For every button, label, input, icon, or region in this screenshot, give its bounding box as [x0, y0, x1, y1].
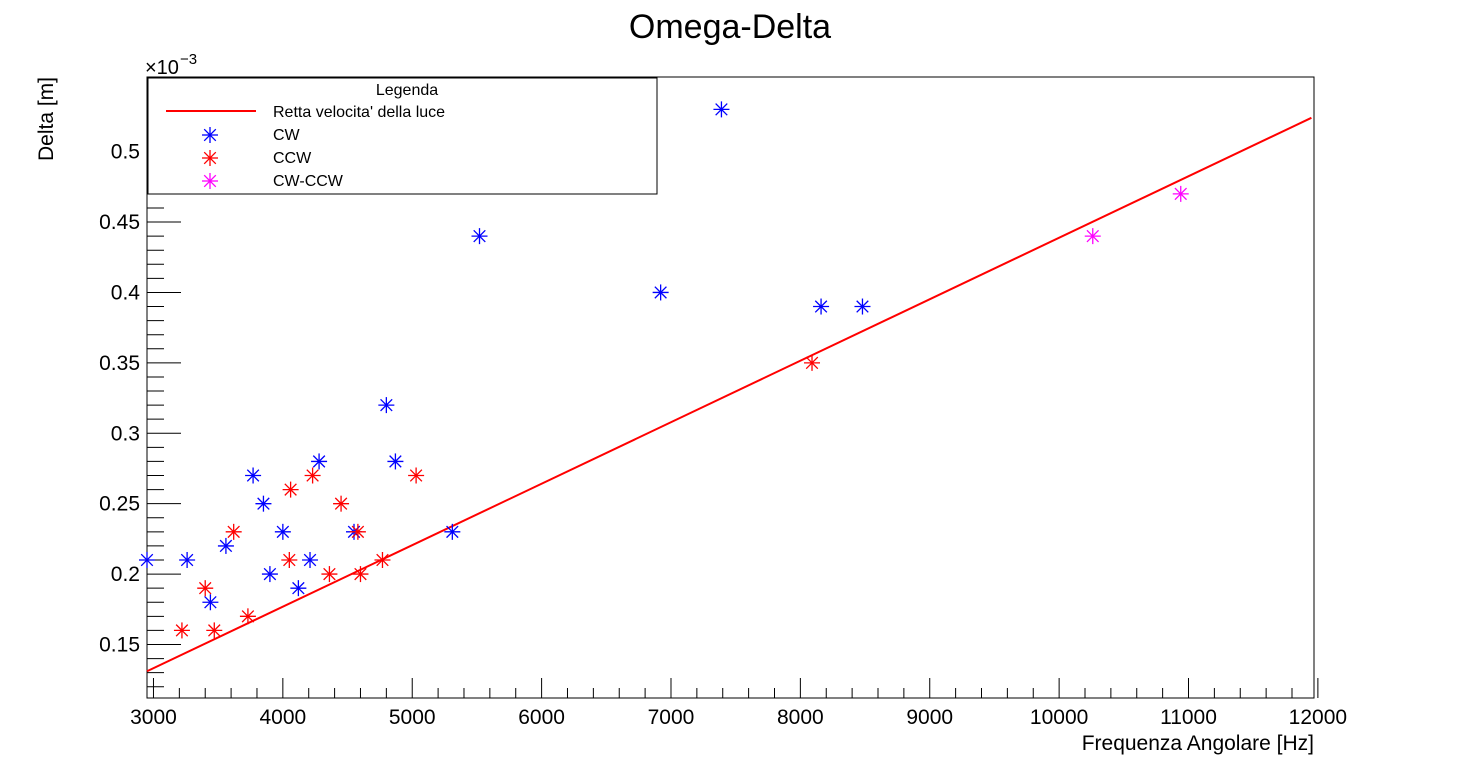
x-tick-label: 10000	[1030, 706, 1088, 729]
data-point-ccw	[281, 552, 298, 568]
data-point-cw	[255, 495, 272, 512]
y-exponent-power: −3	[180, 51, 197, 68]
x-tick-label: 8000	[777, 706, 824, 729]
x-axis-ticks: 3000 4000 5000 6000 7000 8000 9000 10000 11000 12…	[130, 678, 1347, 729]
x-tick-label: 11000	[1160, 706, 1217, 729]
x-tick-label: 9000	[906, 706, 953, 729]
data-point-cw	[217, 537, 234, 554]
legend-marker-swatches	[202, 127, 218, 189]
y-tick-label: 0.2	[111, 563, 140, 586]
legend-box	[147, 77, 658, 195]
x-tick-label: 5000	[389, 706, 436, 729]
legend-label-cw: CW	[273, 127, 301, 144]
y-tick-label: 0.25	[99, 493, 140, 516]
data-point-cw	[274, 523, 291, 540]
x-tick-label: 6000	[518, 706, 565, 729]
data-point-ccw	[804, 354, 821, 371]
x-tick-label: 4000	[259, 706, 306, 729]
x-tick-label: 12000	[1289, 706, 1347, 729]
y-tick-label: 0.35	[99, 352, 140, 375]
y-tick-label: 0.4	[111, 281, 141, 304]
y-tick-label: 0.45	[99, 211, 140, 234]
legend-title: Legenda	[376, 82, 438, 99]
data-point-ccw	[374, 552, 391, 568]
y-tick-label: 0.15	[99, 633, 140, 656]
y-exponent: ×10 −3	[145, 51, 197, 79]
data-point-ccw	[349, 523, 366, 540]
x-tick-label: 3000	[130, 706, 177, 729]
legend: Legenda Retta velocita' della luce CW CC…	[147, 77, 658, 195]
y-tick-label: 0.3	[111, 422, 140, 445]
data-point-cw	[302, 552, 319, 568]
y-tick-label: 0.5	[111, 141, 140, 164]
data-point-ccw	[239, 608, 256, 625]
data-point-cw	[813, 298, 830, 315]
y-axis-label: Delta [m]	[35, 77, 58, 161]
data-point-ccw	[304, 467, 321, 484]
data-point-cw	[387, 453, 404, 470]
x-axis-label: Frequenza Angolare [Hz]	[1082, 732, 1314, 755]
data-point-ccw	[333, 495, 350, 512]
data-point-ccw	[282, 481, 299, 498]
data-point-cw	[854, 298, 871, 315]
legend-label-ccw: CCW	[273, 150, 312, 167]
data-point-cw	[245, 467, 262, 484]
legend-label-line: Retta velocita' della luce	[273, 104, 445, 121]
data-point-cw	[652, 284, 669, 301]
chart-title: Omega-Delta	[629, 8, 831, 46]
fit-line-layer	[146, 116, 1312, 673]
data-point-cw	[202, 594, 219, 611]
data-point-ccw	[321, 566, 338, 583]
legend-marker-cw-ccw	[202, 173, 218, 189]
data-point-ccw	[408, 467, 425, 484]
data-point-ccw	[225, 523, 242, 540]
legend-marker-cw	[202, 127, 218, 143]
data-point-cw	[444, 523, 461, 540]
legend-marker-ccw	[202, 150, 218, 166]
plot-area: 3000 4000 5000 6000 7000 8000 9000 10000 11000 12…	[99, 76, 1347, 729]
data-point-ccw	[197, 580, 214, 597]
data-point-ccw	[173, 622, 190, 639]
data-point-cw	[139, 552, 155, 568]
data-point-cw	[311, 453, 328, 470]
data-point-cw-ccw	[1084, 228, 1101, 245]
fit-line	[146, 116, 1312, 673]
data-point-cw	[261, 566, 278, 583]
data-point-cw	[179, 552, 196, 568]
data-point-ccw	[352, 566, 369, 583]
plot-frame	[146, 76, 1315, 699]
data-point-cw	[471, 228, 488, 245]
data-point-cw	[290, 580, 307, 597]
data-point-ccw	[206, 622, 223, 639]
data-point-cw	[378, 397, 395, 414]
data-points-layer	[139, 101, 1189, 639]
x-tick-label: 7000	[648, 706, 695, 729]
y-exponent-base: ×10	[145, 57, 179, 79]
data-point-cw-ccw	[1172, 185, 1189, 202]
legend-label-cw-ccw: CW-CCW	[273, 173, 344, 190]
data-point-cw	[713, 101, 730, 118]
